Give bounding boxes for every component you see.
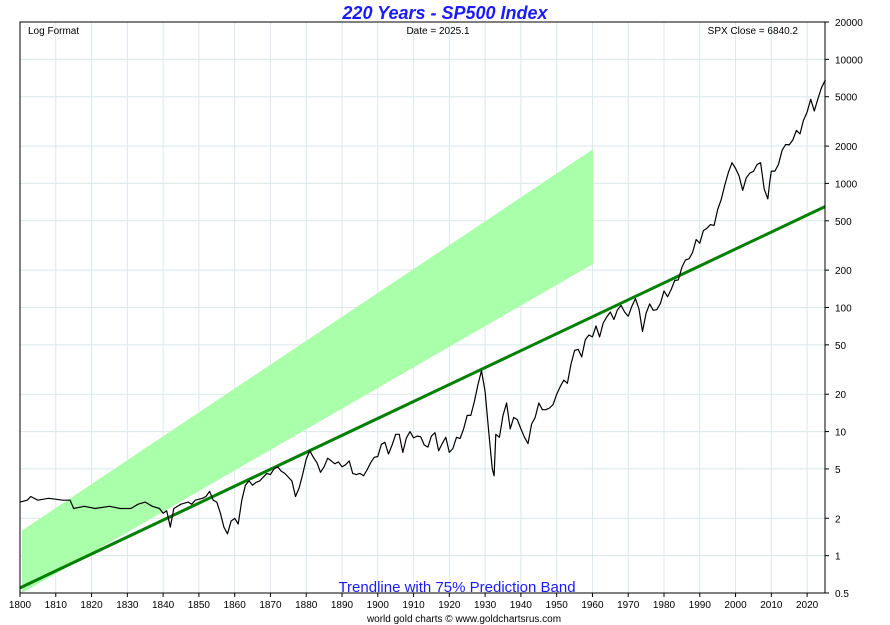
y-tick-label: 10000 bbox=[835, 55, 863, 66]
x-tick-label: 1950 bbox=[546, 600, 569, 611]
x-tick-label: 1890 bbox=[331, 600, 354, 611]
y-tick-label: 100 bbox=[835, 304, 852, 315]
prediction-band bbox=[22, 149, 593, 593]
y-tick-label: 0.5 bbox=[835, 589, 849, 600]
x-tick-label: 1970 bbox=[617, 600, 640, 611]
series-line-spx bbox=[19, 79, 826, 535]
y-tick-label: 20 bbox=[835, 390, 847, 401]
y-tick-label: 1 bbox=[835, 552, 841, 563]
y-tick-label: 200 bbox=[835, 266, 852, 277]
header-spx-close: SPX Close = 6840.2 bbox=[708, 26, 799, 37]
y-tick-label: 50 bbox=[835, 341, 847, 352]
y-tick-label: 1000 bbox=[835, 179, 858, 190]
x-tick-label: 1920 bbox=[438, 600, 461, 611]
y-tick-label: 5000 bbox=[835, 93, 858, 104]
y-tick-label: 20000 bbox=[835, 18, 863, 29]
x-tick-label: 1870 bbox=[259, 600, 282, 611]
x-tick-label: 1960 bbox=[581, 600, 604, 611]
x-tick-label: 2000 bbox=[724, 600, 747, 611]
y-axis-ticks: 0.5 1 2 5 10 20 50 100 200 500 1000 2000 5000 10000 20… bbox=[825, 18, 863, 600]
y-tick-label: 2 bbox=[835, 514, 841, 525]
x-tick-label: 1990 bbox=[689, 600, 712, 611]
y-tick-label: 5 bbox=[835, 465, 841, 476]
x-tick-label: 1930 bbox=[474, 600, 497, 611]
x-tick-label: 1980 bbox=[653, 600, 676, 611]
x-tick-label: 1860 bbox=[224, 600, 247, 611]
x-tick-label: 1900 bbox=[367, 600, 390, 611]
x-tick-label: 1820 bbox=[80, 600, 103, 611]
x-tick-label: 1880 bbox=[295, 600, 318, 611]
chart-credit: world gold charts © www.goldchartsrus.co… bbox=[366, 614, 561, 625]
x-tick-label: 2020 bbox=[796, 600, 819, 611]
x-tick-label: 1810 bbox=[45, 600, 68, 611]
trendline-annotation: Trendline with 75% Prediction Band bbox=[338, 579, 575, 596]
x-tick-label: 1910 bbox=[402, 600, 425, 611]
x-tick-label: 1800 bbox=[9, 600, 32, 611]
y-tick-label: 2000 bbox=[835, 142, 858, 153]
y-tick-label: 10 bbox=[835, 428, 847, 439]
x-axis-ticks: 1800 1810 1820 1830 1840 1850 1860 1870 1880 1890… bbox=[9, 593, 819, 611]
chart-title: 220 Years - SP500 Index bbox=[341, 3, 548, 23]
x-tick-label: 1850 bbox=[188, 600, 211, 611]
trendline bbox=[19, 205, 826, 590]
x-tick-label: 1840 bbox=[152, 600, 175, 611]
x-tick-label: 2010 bbox=[760, 600, 783, 611]
x-tick-label: 1940 bbox=[510, 600, 533, 611]
header-log-format: Log Format bbox=[28, 26, 79, 37]
header-date: Date = 2025.1 bbox=[406, 26, 470, 37]
x-tick-label: 1830 bbox=[116, 600, 139, 611]
y-tick-label: 500 bbox=[835, 217, 852, 228]
